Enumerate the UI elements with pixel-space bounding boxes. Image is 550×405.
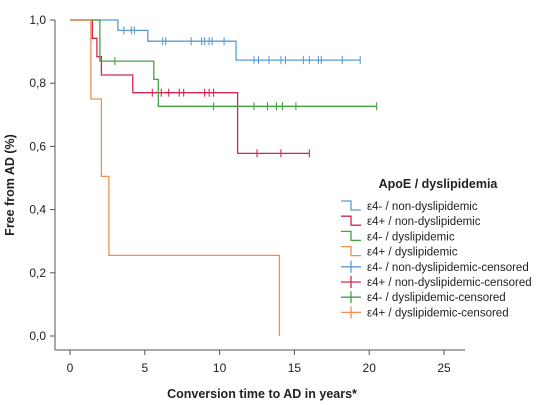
- km-curve-series-0: [70, 19, 361, 61]
- legend-item: ε4+ / non-dyslipidemic: [341, 215, 481, 228]
- x-tick-label: 5: [141, 361, 148, 375]
- legend-label: ε4+ / non-dyslipidemic: [367, 216, 481, 228]
- legend-label: ε4+ / dyslipidemic: [367, 247, 458, 259]
- legend-items: ε4- / non-dyslipidemic ε4+ / non-dyslipid…: [341, 200, 532, 319]
- x-tick-label: 15: [288, 361, 302, 375]
- axes: [54, 20, 465, 351]
- x-tick-label: 10: [213, 361, 227, 375]
- y-tick-label: 0,2: [29, 266, 46, 280]
- y-tick-label: 0,8: [29, 76, 46, 90]
- legend-item: ε4- / dyslipidemic: [341, 230, 455, 243]
- legend-label: ε4+ / non-dyslipidemic-censored: [367, 277, 532, 289]
- y-tick-label: 0,6: [29, 139, 46, 153]
- legend-swatch-line: [341, 200, 361, 211]
- legend-label: ε4- / dyslipidemic-censored: [367, 292, 506, 304]
- legend-swatch-line: [341, 215, 361, 226]
- km-curve-series-3: [70, 19, 281, 336]
- y-ticks: 0,0 0,2 0,4 0,6 0,8 1,0: [29, 13, 55, 343]
- y-tick-label: 1,0: [29, 13, 46, 27]
- legend-item: ε4- / dyslipidemic-censored: [341, 291, 506, 304]
- y-tick-label: 0,4: [29, 203, 46, 217]
- series-layer: [70, 19, 378, 336]
- legend-item: ε4+ / non-dyslipidemic-censored: [341, 276, 532, 289]
- legend-label: ε4- / non-dyslipidemic: [367, 201, 478, 213]
- x-ticks: 0 5 10 15 20 25: [67, 350, 451, 375]
- y-axis-title: Free from AD (%): [3, 134, 17, 236]
- y-tick-label: 0,0: [29, 329, 46, 343]
- legend-label: ε4+ / dyslipidemic-censored: [367, 307, 509, 319]
- legend-title: ApoE / dyslipidemia: [379, 177, 499, 191]
- legend: ApoE / dyslipidemia ε4- / non-dyslipidem…: [341, 177, 532, 319]
- legend-swatch-line: [341, 230, 361, 242]
- x-tick-label: 20: [363, 361, 377, 375]
- km-curve-series-1: [70, 19, 310, 155]
- legend-item: ε4- / non-dyslipidemic: [341, 200, 478, 213]
- legend-item: ε4+ / dyslipidemic-censored: [341, 306, 509, 319]
- km-curve-series-2: [70, 19, 377, 107]
- x-axis-title: Conversion time to AD in years*: [167, 387, 357, 401]
- x-tick-label: 0: [67, 361, 74, 375]
- x-tick-label: 25: [437, 361, 451, 375]
- legend-label: ε4- / dyslipidemic: [367, 231, 455, 243]
- legend-item: ε4- / non-dyslipidemic-censored: [341, 260, 529, 274]
- legend-item: ε4+ / dyslipidemic: [341, 245, 458, 259]
- legend-label: ε4- / non-dyslipidemic-censored: [367, 262, 529, 274]
- legend-swatch-line: [341, 245, 361, 257]
